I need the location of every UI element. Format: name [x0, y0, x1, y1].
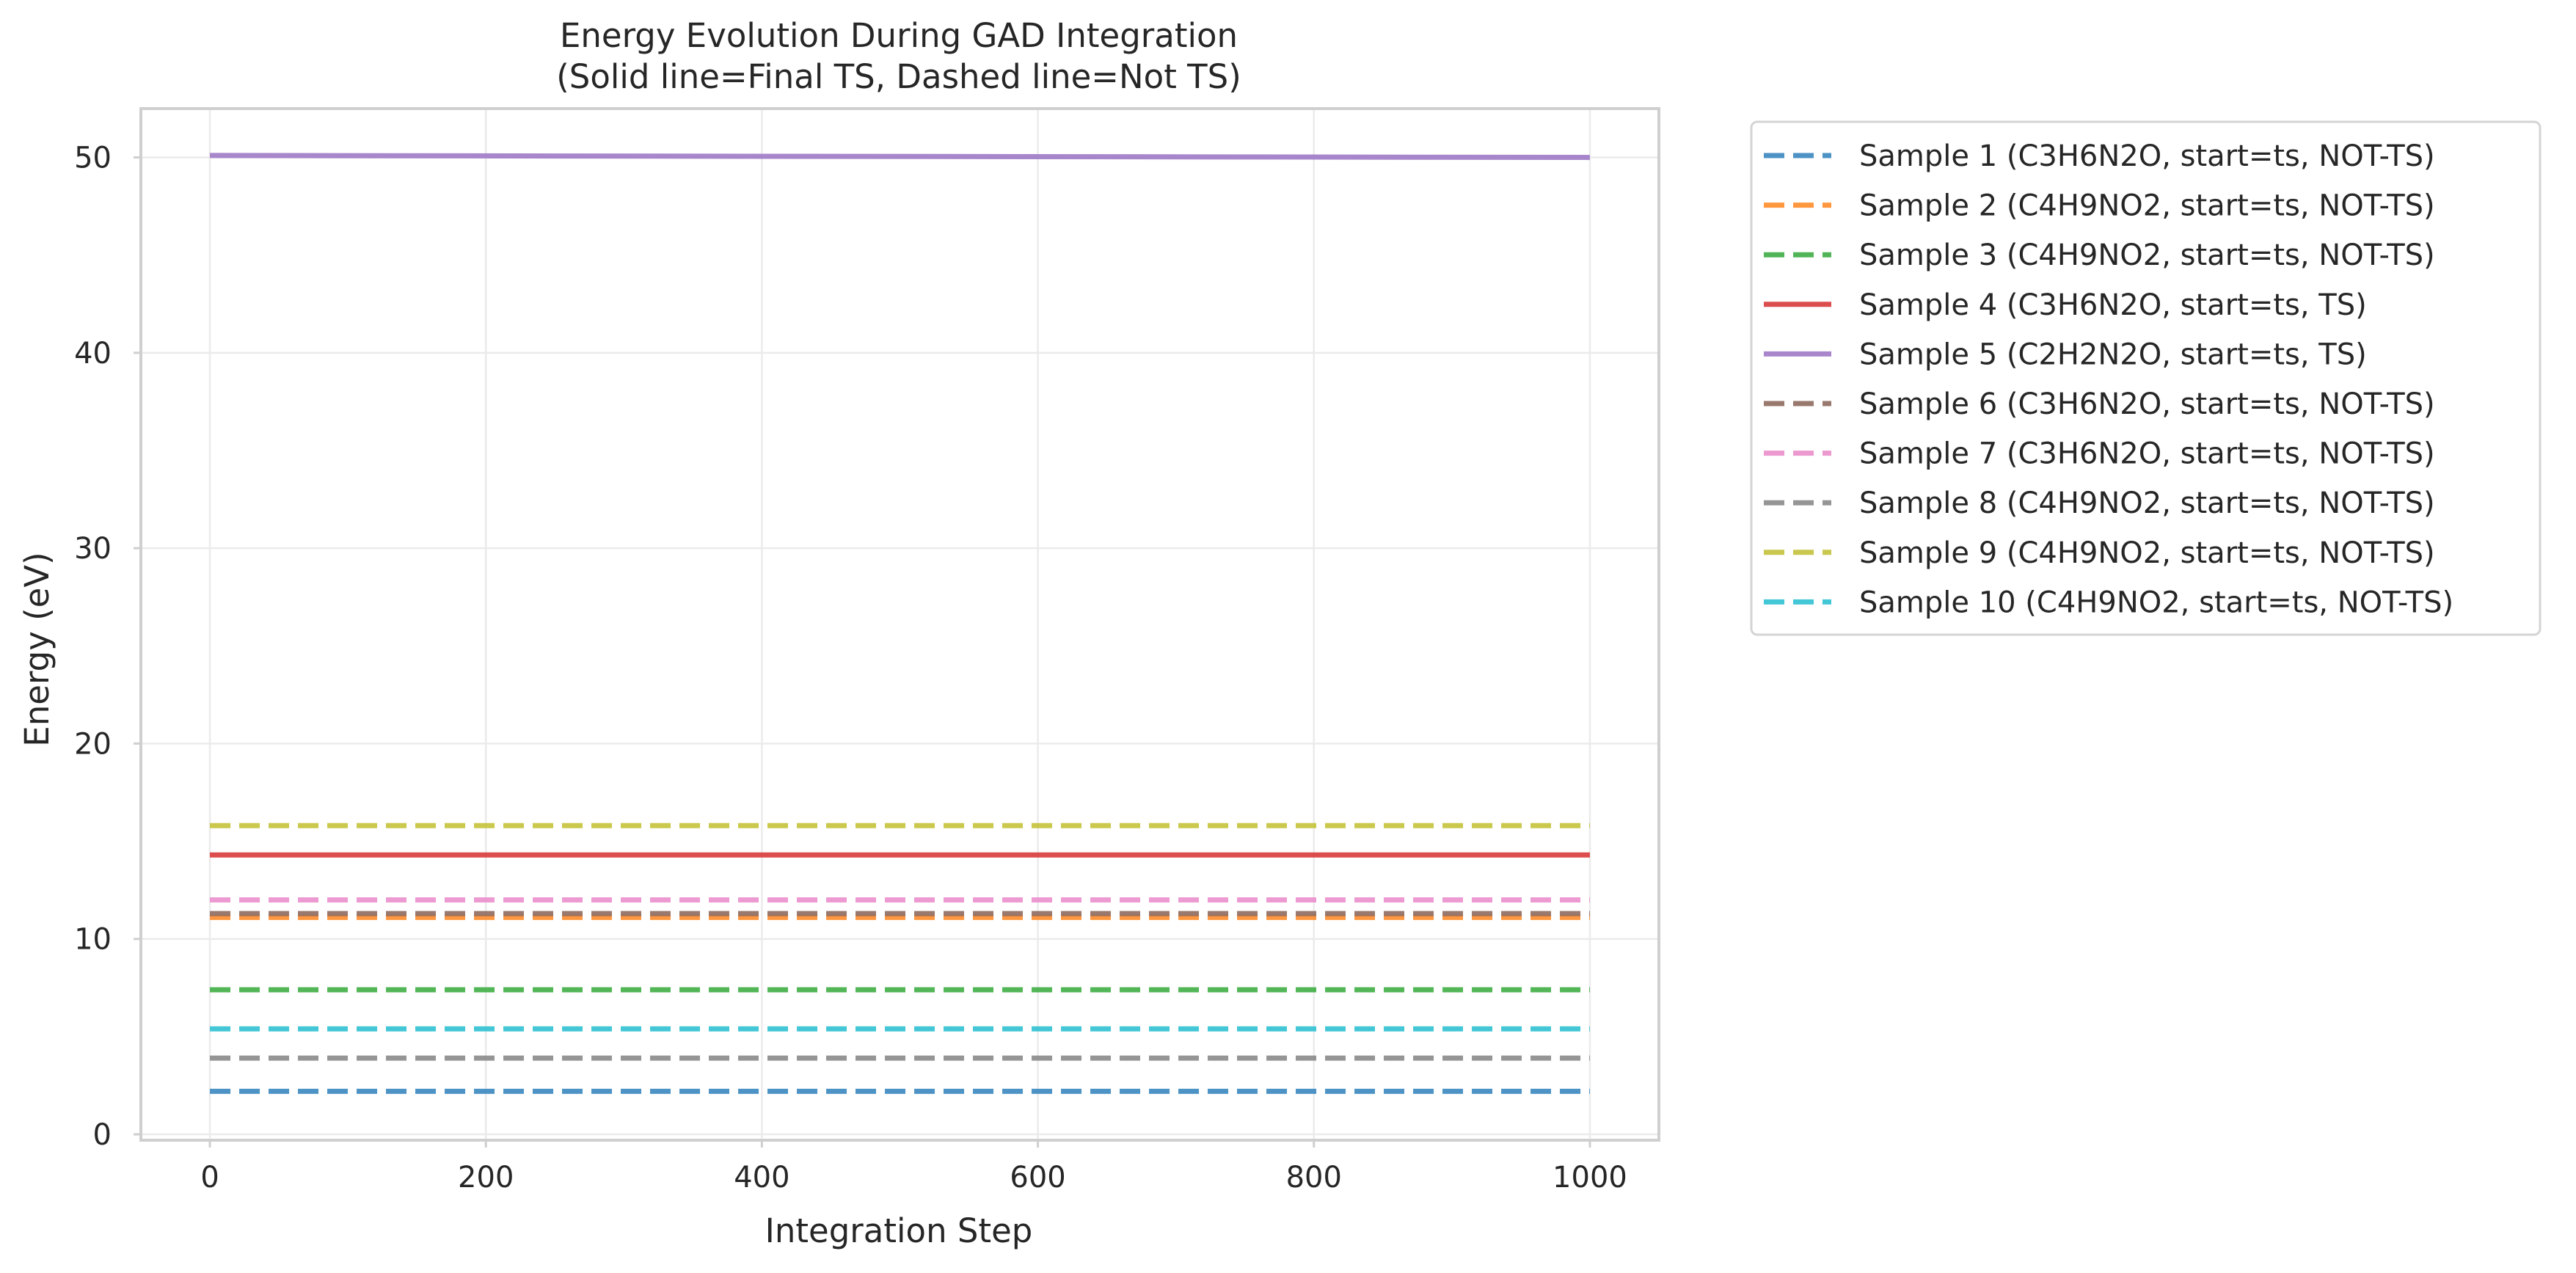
x-tick-label: 0	[200, 1161, 219, 1194]
legend-label-sample-10: Sample 10 (C4H9NO2, start=ts, NOT-TS)	[1859, 586, 2453, 619]
chart-subtitle: (Solid line=Final TS, Dashed line=Not TS…	[556, 57, 1241, 96]
legend-label-sample-4: Sample 4 (C3H6N2O, start=ts, TS)	[1859, 288, 2367, 322]
x-axis-label: Integration Step	[765, 1211, 1033, 1250]
legend-label-sample-5: Sample 5 (C2H2N2O, start=ts, TS)	[1859, 338, 2367, 371]
y-axis-ticks: 0 10 20 30 40 50	[74, 142, 141, 1152]
y-axis-label: Energy (eV)	[18, 552, 56, 746]
series-line-sample-5	[210, 153, 1590, 161]
legend-label-sample-3: Sample 3 (C4H9NO2, start=ts, NOT-TS)	[1859, 238, 2435, 272]
y-tick-label: 30	[74, 532, 112, 566]
legend-frame	[1750, 120, 2542, 636]
y-tick-label: 50	[74, 142, 112, 175]
legend-label-sample-6: Sample 6 (C3H6N2O, start=ts, NOT-TS)	[1859, 387, 2435, 421]
legend-label-sample-9: Sample 9 (C4H9NO2, start=ts, NOT-TS)	[1859, 536, 2435, 570]
legend-label-sample-8: Sample 8 (C4H9NO2, start=ts, NOT-TS)	[1859, 486, 2435, 520]
legend-label-sample-2: Sample 2 (C4H9NO2, start=ts, NOT-TS)	[1859, 189, 2435, 223]
legend-label-sample-7: Sample 7 (C3H6N2O, start=ts, NOT-TS)	[1859, 437, 2435, 471]
y-tick-label: 0	[93, 1118, 112, 1152]
x-tick-label: 600	[1010, 1161, 1065, 1194]
legend-label-sample-1: Sample 1 (C3H6N2O, start=ts, NOT-TS)	[1859, 139, 2435, 173]
legend: Sample 1 (C3H6N2O, start=ts, NOT-TS) Samp…	[1750, 120, 2542, 636]
x-tick-label: 800	[1286, 1161, 1342, 1194]
chart-title: Energy Evolution During GAD Integration	[560, 16, 1238, 55]
x-tick-label: 200	[458, 1161, 514, 1194]
grid	[141, 109, 1659, 1140]
x-tick-label: 400	[734, 1161, 789, 1194]
y-tick-label: 20	[74, 727, 112, 761]
x-axis-ticks: 0 200 400 600 800 1000	[200, 1140, 1627, 1194]
plot-frame	[139, 107, 1660, 1142]
y-tick-label: 10	[74, 923, 112, 957]
y-tick-label: 40	[74, 337, 112, 371]
x-tick-label: 1000	[1552, 1161, 1627, 1194]
series-lines	[210, 153, 1590, 1094]
